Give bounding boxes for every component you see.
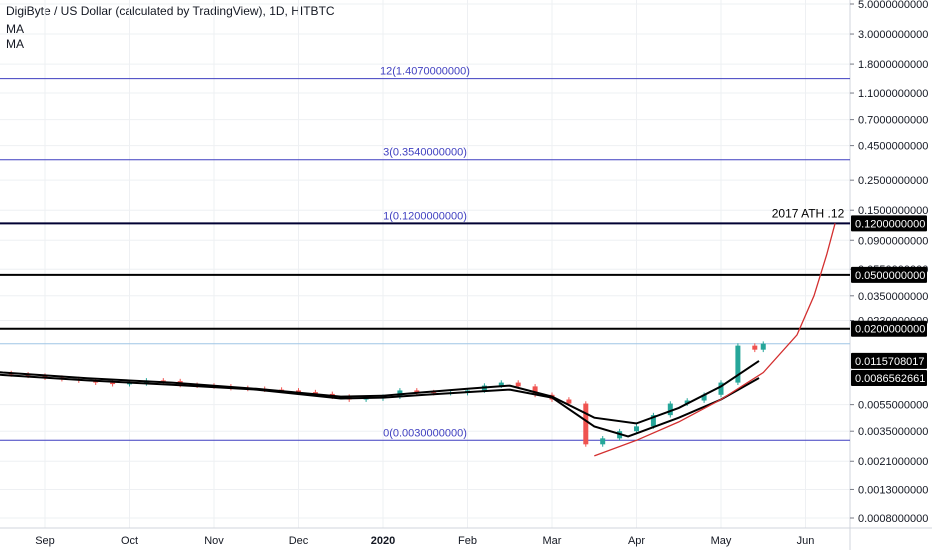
- x-tick-label: Dec: [289, 535, 309, 547]
- y-tick-label: 0.0008000000: [858, 513, 928, 525]
- candle[interactable]: [279, 389, 285, 391]
- candle[interactable]: [634, 426, 639, 432]
- price-badge-label: 0.0500000000: [855, 270, 925, 282]
- chart-title: DigiByte / US Dollar (calculated by Trad…: [6, 4, 335, 18]
- x-tick-label: Mar: [543, 535, 562, 547]
- candle[interactable]: [718, 382, 724, 395]
- x-tick-label: Jun: [797, 535, 815, 547]
- y-tick-label: 5.0000000000: [858, 0, 928, 11]
- y-tick-label: 0.0900000000: [858, 235, 928, 247]
- candle[interactable]: [701, 394, 707, 401]
- x-tick-label: Apr: [628, 535, 645, 547]
- x-tick-label: Nov: [204, 535, 224, 547]
- moving-average-slow: [0, 373, 760, 438]
- y-tick-label: 0.4500000000: [858, 141, 928, 153]
- price-badge-label: 0.0086562661: [855, 373, 925, 385]
- price-badge[interactable]: [851, 266, 927, 283]
- x-tick-label: May: [711, 535, 732, 547]
- x-tick-label: Sep: [35, 535, 55, 547]
- candle[interactable]: [532, 386, 538, 395]
- candle[interactable]: [600, 438, 606, 445]
- y-tick-label: 1.1000000000: [858, 88, 928, 100]
- fib-level-label: 0(0.0030000000): [383, 427, 467, 439]
- fib-level-label: 1(0.1200000000): [383, 210, 467, 222]
- candle[interactable]: [498, 382, 504, 386]
- candle[interactable]: [735, 345, 741, 383]
- price-badge-label: 0.0200000000: [855, 324, 925, 336]
- price-badge-label: 0.0115708017: [855, 356, 925, 368]
- candle[interactable]: [110, 382, 116, 385]
- candle[interactable]: [515, 382, 521, 387]
- price-badge[interactable]: [851, 369, 927, 386]
- moving-average-fast: [0, 360, 760, 425]
- candle[interactable]: [566, 399, 572, 404]
- candle[interactable]: [684, 400, 690, 404]
- y-tick-label: 1.8000000000: [858, 59, 928, 71]
- parabolic-curve: [594, 223, 836, 457]
- y-tick-label: 0.0021000000: [858, 456, 928, 468]
- candle[interactable]: [312, 392, 318, 394]
- candle[interactable]: [583, 403, 589, 445]
- price-badge-label: 0.1200000000: [855, 218, 925, 230]
- candle[interactable]: [650, 415, 656, 427]
- x-tick-label: Oct: [121, 535, 138, 547]
- y-tick-label: 0.7000000000: [858, 115, 928, 127]
- y-tick-label: 3.0000000000: [858, 29, 928, 41]
- candle[interactable]: [431, 392, 437, 394]
- fib-level-label: 12(1.4070000000): [380, 66, 470, 78]
- y-tick-label: 0.1500000000: [858, 205, 928, 217]
- y-tick-label: 0.2500000000: [858, 175, 928, 187]
- x-tick-label: 2020: [371, 535, 395, 547]
- x-tick-label: Feb: [458, 535, 477, 547]
- candle[interactable]: [42, 375, 48, 378]
- price-badge[interactable]: [851, 352, 927, 369]
- price-badge[interactable]: [851, 215, 927, 232]
- candle[interactable]: [296, 390, 301, 393]
- price-badge[interactable]: [851, 320, 927, 337]
- y-tick-label: 0.0055000000: [858, 400, 928, 412]
- candle[interactable]: [414, 390, 420, 393]
- candle[interactable]: [667, 403, 673, 416]
- fib-level-label: 3(0.3540000000): [383, 147, 467, 159]
- candle[interactable]: [752, 345, 758, 350]
- candle[interactable]: [127, 383, 132, 385]
- ma-indicator-label-1[interactable]: MA: [6, 22, 24, 36]
- y-tick-label: 0.0350000000: [858, 291, 928, 303]
- y-tick-label: 0.0035000000: [858, 426, 928, 438]
- candle[interactable]: [363, 398, 369, 400]
- candle[interactable]: [160, 380, 166, 382]
- ma-indicator-label-2[interactable]: MA: [6, 37, 24, 51]
- y-tick-label: 0.0013000000: [858, 484, 928, 496]
- annotation-2017-ath: 2017 ATH .12: [772, 206, 845, 220]
- candle[interactable]: [760, 343, 766, 350]
